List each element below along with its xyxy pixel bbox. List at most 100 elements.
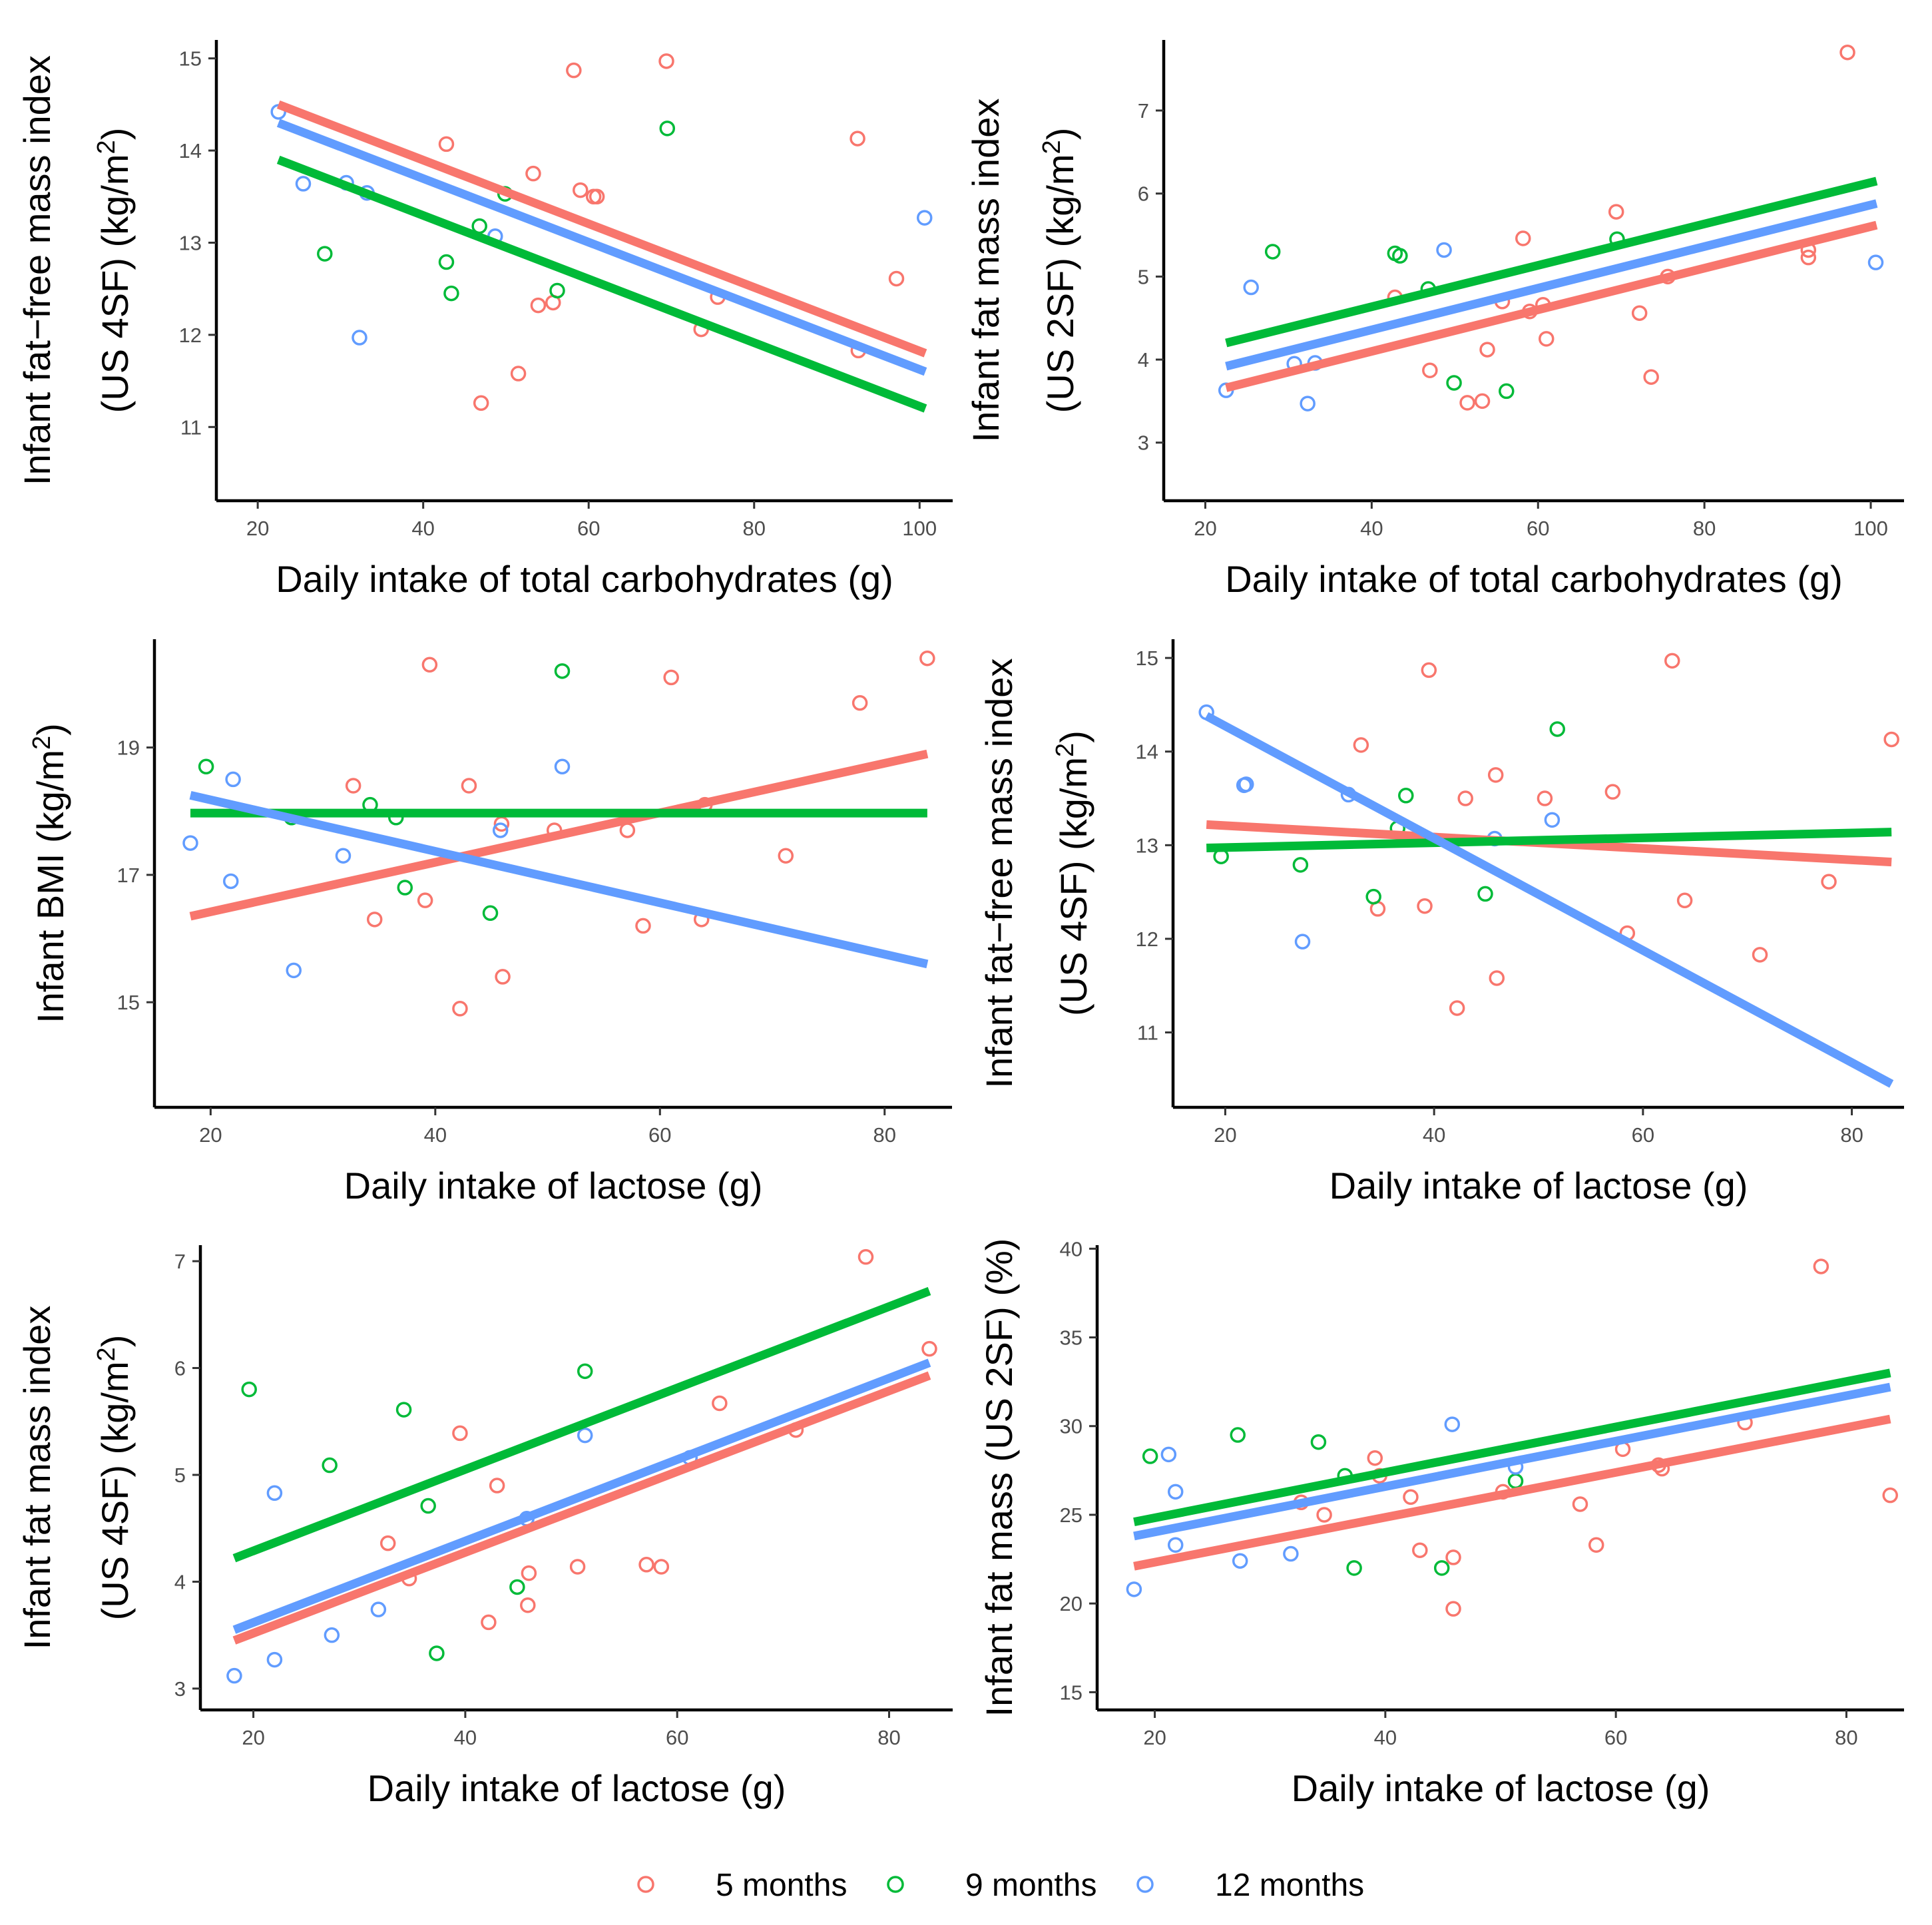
data-point	[198, 758, 214, 775]
data-point	[1417, 898, 1433, 914]
y-axis-title-line2: (US 4SF) (kg/m2)	[1051, 730, 1094, 1016]
y-axis-title-close: )	[1039, 128, 1081, 140]
data-point	[1588, 1537, 1604, 1553]
fit-line-12-months	[1225, 199, 1878, 371]
data-point	[1353, 737, 1369, 753]
chart-panel-p5: 20 40 60 80 3 4 5 6 7 Daily intake of lactose (g)…	[16, 1245, 953, 1809]
data-point	[663, 669, 679, 686]
y-tick-label: 15	[117, 991, 140, 1014]
fit-line-12-months	[1204, 712, 1894, 1088]
y-tick-label: 12	[1136, 928, 1158, 951]
data-point	[1643, 369, 1659, 385]
data-point	[1398, 788, 1414, 804]
chart-panel-p6: 20 40 60 80 15 20 25 30 35 40 Daily intake of lact…	[978, 1237, 1904, 1809]
data-point	[379, 1535, 396, 1551]
y-axis-title-superscript: 2	[1038, 140, 1066, 154]
data-point	[226, 1667, 242, 1684]
x-tick-label: 40	[454, 1726, 477, 1749]
y-tick-label: 15	[1060, 1681, 1083, 1704]
data-point	[659, 121, 676, 137]
y-axis-title-line1: Infant fat mass index	[965, 99, 1007, 443]
y-tick-label: 14	[1136, 740, 1158, 764]
data-point	[397, 880, 413, 896]
data-point	[1800, 249, 1817, 266]
chart-panel-p1: 20 40 60 80 100 11 12 13 14 15 Daily intake of tot…	[16, 40, 953, 600]
legend-label-12-months: 12 months	[1215, 1868, 1364, 1903]
y-axis-title-close: )	[29, 723, 71, 736]
y-axis-title-line2: (US 4SF) (kg/m2)	[93, 1335, 136, 1621]
data-point	[1421, 662, 1437, 679]
data-point	[1479, 342, 1495, 358]
y-tick-label: 5	[1138, 265, 1149, 288]
series-9-months	[198, 663, 571, 922]
series-9-months	[241, 1363, 593, 1661]
data-point	[1365, 888, 1381, 905]
y-tick-label: 35	[1060, 1326, 1083, 1350]
data-point	[481, 1614, 497, 1631]
data-point	[1572, 1496, 1588, 1512]
data-point	[1367, 1450, 1383, 1466]
data-point	[530, 297, 547, 314]
data-point	[1537, 790, 1553, 806]
data-point	[1238, 776, 1254, 792]
data-point	[573, 182, 589, 198]
data-point	[1230, 1427, 1246, 1443]
data-point	[849, 131, 865, 146]
x-tick-label: 80	[743, 517, 766, 540]
data-point	[1459, 395, 1475, 411]
data-point	[1676, 892, 1693, 909]
data-point	[566, 62, 582, 79]
data-point	[577, 1363, 593, 1380]
y-tick-label: 4	[1138, 348, 1149, 372]
data-point	[452, 1425, 468, 1442]
x-tick-label: 60	[1632, 1123, 1654, 1147]
x-tick-label: 20	[246, 517, 269, 540]
fit-line-5-months	[276, 100, 927, 358]
x-axis-title: Daily intake of lactose (g)	[367, 1767, 786, 1809]
data-point	[653, 1559, 670, 1575]
x-tick-label: 80	[1840, 1123, 1863, 1147]
data-point	[1444, 1416, 1461, 1432]
data-point	[1445, 1601, 1461, 1617]
y-tick-label: 7	[174, 1250, 186, 1273]
data-point	[554, 758, 571, 775]
data-point	[619, 822, 636, 838]
y-tick-label: 40	[1060, 1237, 1083, 1260]
data-point	[461, 778, 477, 794]
fit-line-9-months	[1225, 176, 1878, 348]
x-tick-label: 20	[1214, 1123, 1236, 1147]
data-point	[417, 892, 433, 908]
data-point	[589, 188, 605, 205]
data-point	[1489, 970, 1505, 986]
y-axis-title-text: (US 4SF) (kg/m	[1053, 757, 1094, 1016]
data-point	[489, 1478, 505, 1494]
data-point	[1608, 204, 1624, 220]
y-axis-title-close: )	[1053, 730, 1094, 743]
x-tick-label: 60	[1527, 517, 1549, 540]
data-point	[438, 136, 455, 152]
series-5-months	[438, 53, 905, 412]
y-axis-title-close: )	[94, 128, 136, 140]
x-tick-label: 60	[577, 517, 600, 540]
data-point	[509, 1579, 525, 1595]
y-tick-label: 4	[174, 1570, 186, 1593]
x-tick-label: 40	[1374, 1726, 1397, 1749]
x-tick-label: 80	[1693, 517, 1716, 540]
x-tick-label: 100	[902, 517, 937, 540]
fit-line-9-months	[1133, 1368, 1891, 1526]
fit-line-12-months	[276, 119, 927, 376]
fit-line-5-months	[189, 749, 929, 921]
data-point	[1507, 1473, 1524, 1490]
y-tick-label: 19	[117, 736, 140, 760]
data-point	[1515, 230, 1531, 246]
data-point	[370, 1601, 387, 1617]
fit-line-5-months	[1133, 1414, 1891, 1571]
fit-line-9-months	[232, 1286, 931, 1563]
data-point	[1403, 1489, 1419, 1506]
series-12-months	[1126, 1416, 1524, 1597]
data-point	[1283, 1545, 1299, 1562]
x-tick-label: 80	[873, 1123, 896, 1147]
legend-marker-12-months	[1136, 1876, 1154, 1893]
y-axis-title-line2: (US 4SF) (kg/m2)	[93, 128, 136, 413]
y-tick-label: 13	[179, 231, 202, 254]
